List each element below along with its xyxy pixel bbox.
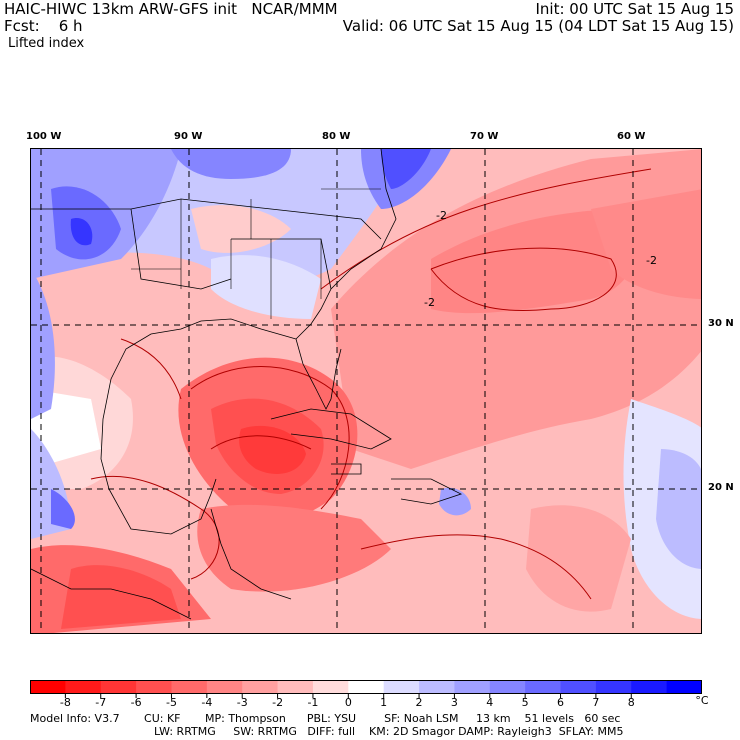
colorbar-swatch bbox=[348, 680, 385, 693]
colorbar-swatch bbox=[631, 680, 668, 693]
contour-label: -2 bbox=[436, 209, 447, 222]
lon-label-60w: 60 W bbox=[617, 131, 646, 142]
colorbar-tick-label: 8 bbox=[627, 696, 635, 709]
colorbar-swatch bbox=[65, 680, 102, 693]
lon-label-90w: 90 W bbox=[174, 131, 203, 142]
colorbar-tick-label: 2 bbox=[415, 696, 423, 709]
colorbar-unit: °C bbox=[695, 694, 709, 707]
colorbar-tick-label: 3 bbox=[450, 696, 458, 709]
colorbar-swatch bbox=[454, 680, 491, 693]
model-info-line1: Model Info: V3.7 CU: KF MP: Thompson PBL… bbox=[30, 712, 621, 725]
colorbar-tick-label: -4 bbox=[201, 696, 213, 709]
colorbar-swatch bbox=[206, 680, 243, 693]
valid-time: Valid: 06 UTC Sat 15 Aug 15 (04 LDT Sat … bbox=[342, 17, 734, 35]
colorbar-swatch bbox=[419, 680, 455, 693]
colorbar-tick-label: -7 bbox=[95, 696, 107, 709]
init-time: Init: 00 UTC Sat 15 Aug 15 bbox=[535, 0, 734, 18]
colorbar-swatch bbox=[595, 680, 632, 693]
lon-label-80w: 80 W bbox=[322, 131, 351, 142]
colorbar-swatch bbox=[277, 680, 314, 693]
colorbar-tick-label: 5 bbox=[521, 696, 529, 709]
colorbar-swatch bbox=[525, 680, 562, 693]
graticule bbox=[31, 149, 701, 633]
colorbar-tick-label: -2 bbox=[272, 696, 284, 709]
colorbar-swatch bbox=[383, 680, 420, 693]
colorbar-tick-label: 7 bbox=[592, 696, 600, 709]
forecast-hour: Fcst: 6 h bbox=[4, 17, 83, 35]
colorbar-tick-label: -8 bbox=[59, 696, 71, 709]
model-info-line2: LW: RRTMG SW: RRTMG DIFF: full KM: 2D Sm… bbox=[154, 725, 624, 738]
colorbar-tick-label: -5 bbox=[165, 696, 177, 709]
contour-label: -2 bbox=[646, 254, 657, 267]
colorbar-outline bbox=[30, 680, 702, 694]
state-borders bbox=[131, 188, 381, 319]
lat-label-20n: 20 N bbox=[708, 482, 734, 493]
colorbar-tick-label: 0 bbox=[344, 696, 352, 709]
colorbar-swatch bbox=[136, 680, 172, 693]
colorbar-swatch bbox=[30, 680, 66, 693]
colorbar-swatch bbox=[100, 680, 137, 693]
colorbar-swatch bbox=[171, 680, 208, 693]
lon-label-70w: 70 W bbox=[470, 131, 499, 142]
colorbar-swatch bbox=[666, 680, 703, 693]
colorbar-swatch bbox=[560, 680, 597, 693]
model-title: HAIC-HIWC 13km ARW-GFS init NCAR/MMM bbox=[4, 0, 338, 18]
field-name: Lifted index bbox=[8, 36, 85, 51]
colorbar-swatch bbox=[242, 680, 279, 693]
colorbar-tick-label: 6 bbox=[557, 696, 565, 709]
colorbar-tick-label: -6 bbox=[130, 696, 142, 709]
lon-label-100w: 100 W bbox=[26, 131, 62, 142]
colorbar-tick-label: 4 bbox=[486, 696, 494, 709]
colorbar-tick-label: -3 bbox=[236, 696, 248, 709]
contour-label: -2 bbox=[424, 296, 435, 309]
colorbar-tick-label: 1 bbox=[380, 696, 388, 709]
lat-label-30n: 30 N bbox=[708, 318, 734, 329]
colorbar-tick-label: -1 bbox=[307, 696, 319, 709]
colorbar-swatch bbox=[312, 680, 349, 693]
colorbar-swatch bbox=[489, 680, 526, 693]
lifted-index-map: -2 -2 -2 bbox=[30, 148, 702, 634]
colorbar bbox=[30, 680, 703, 703]
